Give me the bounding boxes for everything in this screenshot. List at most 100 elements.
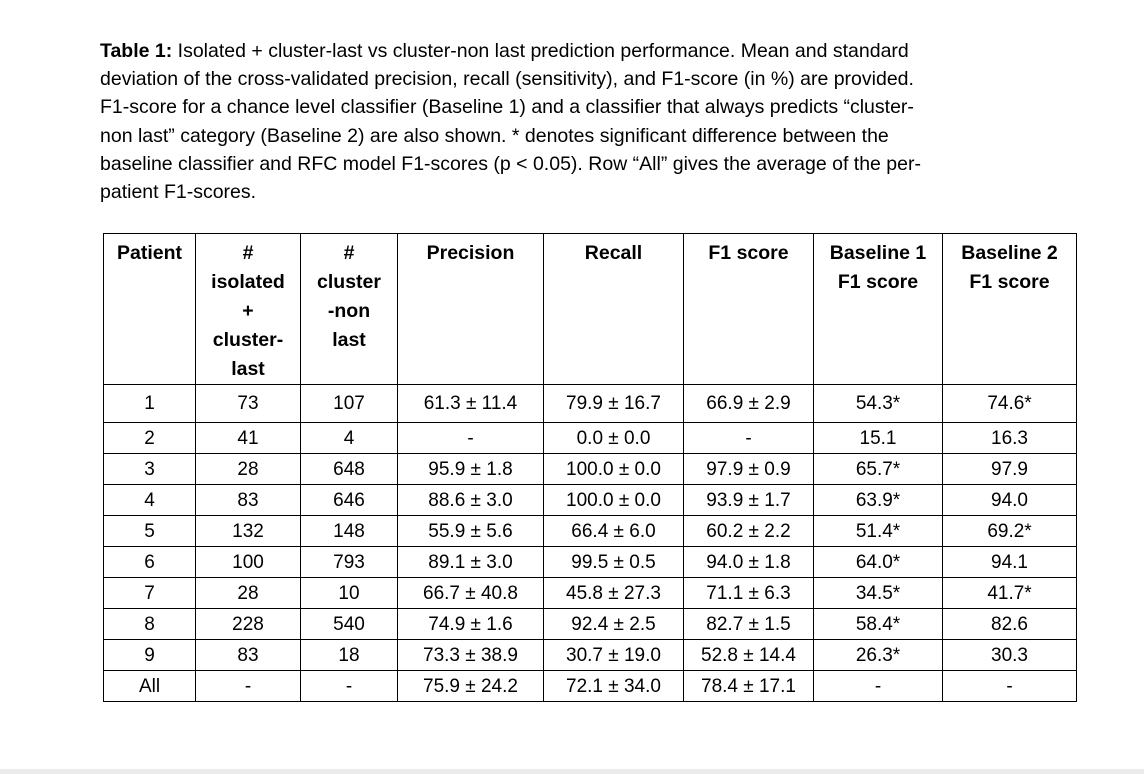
table-cell: 73.3 ± 38.9 bbox=[397, 639, 544, 671]
table-cell: 3 bbox=[103, 453, 196, 485]
table-cell: - bbox=[195, 670, 301, 702]
table-cell: 94.1 bbox=[942, 546, 1077, 578]
table-cell: 646 bbox=[300, 484, 398, 516]
results-table: Patient # isolated + cluster- last # clu… bbox=[103, 233, 1077, 702]
table-cell: 132 bbox=[195, 515, 301, 547]
table-cell: 7 bbox=[103, 577, 196, 609]
table-cell: 1 bbox=[103, 384, 196, 423]
table-cell: 107 bbox=[300, 384, 398, 423]
table-cell: 63.9* bbox=[813, 484, 943, 516]
table-cell: 88.6 ± 3.0 bbox=[397, 484, 544, 516]
window-bottom-edge bbox=[0, 769, 1144, 774]
table-cell: 92.4 ± 2.5 bbox=[543, 608, 684, 640]
table-row-patient-9: 9 83 18 73.3 ± 38.9 30.7 ± 19.0 52.8 ± 1… bbox=[103, 639, 1077, 671]
table-cell: 65.7* bbox=[813, 453, 943, 485]
table-row-all: All - - 75.9 ± 24.2 72.1 ± 34.0 78.4 ± 1… bbox=[103, 670, 1077, 702]
table-cell: 74.9 ± 1.6 bbox=[397, 608, 544, 640]
table-cell: 0.0 ± 0.0 bbox=[543, 422, 684, 454]
table-cell: 66.9 ± 2.9 bbox=[683, 384, 814, 423]
table-cell: 83 bbox=[195, 639, 301, 671]
table-cell: 74.6* bbox=[942, 384, 1077, 423]
table-cell: 648 bbox=[300, 453, 398, 485]
table-cell: 94.0 bbox=[942, 484, 1077, 516]
table-cell: 55.9 ± 5.6 bbox=[397, 515, 544, 547]
column-header-baseline2-f1-score: Baseline 2 F1 score bbox=[942, 233, 1077, 385]
table-cell: 100.0 ± 0.0 bbox=[543, 484, 684, 516]
column-header-baseline1-f1-score: Baseline 1 F1 score bbox=[813, 233, 943, 385]
table-cell: 100 bbox=[195, 546, 301, 578]
table-cell: - bbox=[300, 670, 398, 702]
table-cell: 16.3 bbox=[942, 422, 1077, 454]
table-cell: 540 bbox=[300, 608, 398, 640]
table-cell: 5 bbox=[103, 515, 196, 547]
table-cell: 71.1 ± 6.3 bbox=[683, 577, 814, 609]
table-cell: 97.9 bbox=[942, 453, 1077, 485]
table-cell: 34.5* bbox=[813, 577, 943, 609]
table-cell: 26.3* bbox=[813, 639, 943, 671]
table-cell: 28 bbox=[195, 453, 301, 485]
table-cell: - bbox=[942, 670, 1077, 702]
table-row-patient-6: 6 100 793 89.1 ± 3.0 99.5 ± 0.5 94.0 ± 1… bbox=[103, 546, 1077, 578]
table-cell: 73 bbox=[195, 384, 301, 423]
table-cell: 41.7* bbox=[942, 577, 1077, 609]
table-cell: 4 bbox=[103, 484, 196, 516]
table-cell: 66.7 ± 40.8 bbox=[397, 577, 544, 609]
table-row-patient-8: 8 228 540 74.9 ± 1.6 92.4 ± 2.5 82.7 ± 1… bbox=[103, 608, 1077, 640]
table-cell: 10 bbox=[300, 577, 398, 609]
table-cell: 28 bbox=[195, 577, 301, 609]
table-row-patient-1: 1 73 107 61.3 ± 11.4 79.9 ± 16.7 66.9 ± … bbox=[103, 384, 1077, 423]
table-cell: 64.0* bbox=[813, 546, 943, 578]
table-cell: 79.9 ± 16.7 bbox=[543, 384, 684, 423]
table-row-patient-5: 5 132 148 55.9 ± 5.6 66.4 ± 6.0 60.2 ± 2… bbox=[103, 515, 1077, 547]
table-cell: 75.9 ± 24.2 bbox=[397, 670, 544, 702]
table-cell: 41 bbox=[195, 422, 301, 454]
table-row-patient-3: 3 28 648 95.9 ± 1.8 100.0 ± 0.0 97.9 ± 0… bbox=[103, 453, 1077, 485]
table-cell: 69.2* bbox=[942, 515, 1077, 547]
table-row-patient-2: 2 41 4 - 0.0 ± 0.0 - 15.1 16.3 bbox=[103, 422, 1077, 454]
table-row-patient-7: 7 28 10 66.7 ± 40.8 45.8 ± 27.3 71.1 ± 6… bbox=[103, 577, 1077, 609]
table-cell: 51.4* bbox=[813, 515, 943, 547]
table-cell: 148 bbox=[300, 515, 398, 547]
table-cell: 94.0 ± 1.8 bbox=[683, 546, 814, 578]
table-caption: Table 1: Isolated + cluster-last vs clus… bbox=[100, 37, 1040, 206]
table-cell: 30.3 bbox=[942, 639, 1077, 671]
column-header-recall: Recall bbox=[543, 233, 684, 385]
table-cell: 99.5 ± 0.5 bbox=[543, 546, 684, 578]
table-cell: 61.3 ± 11.4 bbox=[397, 384, 544, 423]
table-cell: 83 bbox=[195, 484, 301, 516]
table-cell: 228 bbox=[195, 608, 301, 640]
column-header-f1-score: F1 score bbox=[683, 233, 814, 385]
table-cell: 4 bbox=[300, 422, 398, 454]
column-header-precision: Precision bbox=[397, 233, 544, 385]
table-cell: 9 bbox=[103, 639, 196, 671]
table-cell: 100.0 ± 0.0 bbox=[543, 453, 684, 485]
table-cell: 45.8 ± 27.3 bbox=[543, 577, 684, 609]
table-cell: 6 bbox=[103, 546, 196, 578]
table-cell: 15.1 bbox=[813, 422, 943, 454]
table-cell: 793 bbox=[300, 546, 398, 578]
table-cell: - bbox=[813, 670, 943, 702]
table-cell: 54.3* bbox=[813, 384, 943, 423]
column-header-num-isolated-cluster-last: # isolated + cluster- last bbox=[195, 233, 301, 385]
table-cell: 82.7 ± 1.5 bbox=[683, 608, 814, 640]
table-cell: 82.6 bbox=[942, 608, 1077, 640]
table-cell: 78.4 ± 17.1 bbox=[683, 670, 814, 702]
table-cell: - bbox=[397, 422, 544, 454]
column-header-patient: Patient bbox=[103, 233, 196, 385]
table-header-row: Patient # isolated + cluster- last # clu… bbox=[103, 233, 1077, 385]
table-cell: 2 bbox=[103, 422, 196, 454]
table-cell: All bbox=[103, 670, 196, 702]
column-header-num-cluster-non-last: # cluster -non last bbox=[300, 233, 398, 385]
table-cell: 8 bbox=[103, 608, 196, 640]
table-cell: 89.1 ± 3.0 bbox=[397, 546, 544, 578]
table-cell: 58.4* bbox=[813, 608, 943, 640]
table-cell: 95.9 ± 1.8 bbox=[397, 453, 544, 485]
table-cell: 60.2 ± 2.2 bbox=[683, 515, 814, 547]
table-cell: 72.1 ± 34.0 bbox=[543, 670, 684, 702]
table-caption-text: Isolated + cluster-last vs cluster-non l… bbox=[100, 40, 921, 204]
table-row-patient-4: 4 83 646 88.6 ± 3.0 100.0 ± 0.0 93.9 ± 1… bbox=[103, 484, 1077, 516]
table-cell: 30.7 ± 19.0 bbox=[543, 639, 684, 671]
table-cell: 97.9 ± 0.9 bbox=[683, 453, 814, 485]
table-cell: 52.8 ± 14.4 bbox=[683, 639, 814, 671]
table-cell: 18 bbox=[300, 639, 398, 671]
